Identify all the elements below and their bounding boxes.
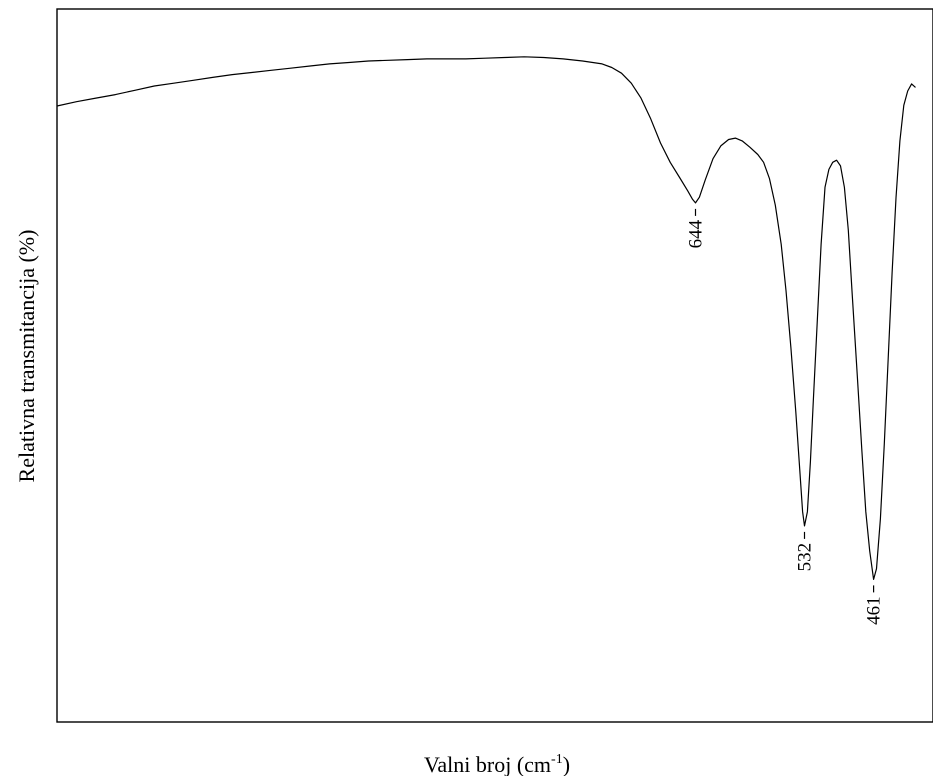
peak-label-532: 532: [795, 543, 816, 572]
x-axis-label: Valni broj (cm-1): [424, 752, 570, 776]
peak-label-644: 644: [686, 219, 707, 248]
series-layer: [56, 56, 916, 580]
y-axis-label: Relativna transmitancija (%): [14, 230, 39, 483]
peak-label-461: 461: [864, 596, 885, 625]
plot-frame: [56, 8, 933, 723]
x-axis-label-sup: -1: [551, 752, 563, 767]
x-axis-label-main: Valni broj (cm: [424, 752, 551, 776]
x-axis-label-close: ): [563, 752, 570, 776]
annotation-layer: 644 532 461: [686, 208, 885, 625]
series-line-0: [56, 56, 916, 580]
